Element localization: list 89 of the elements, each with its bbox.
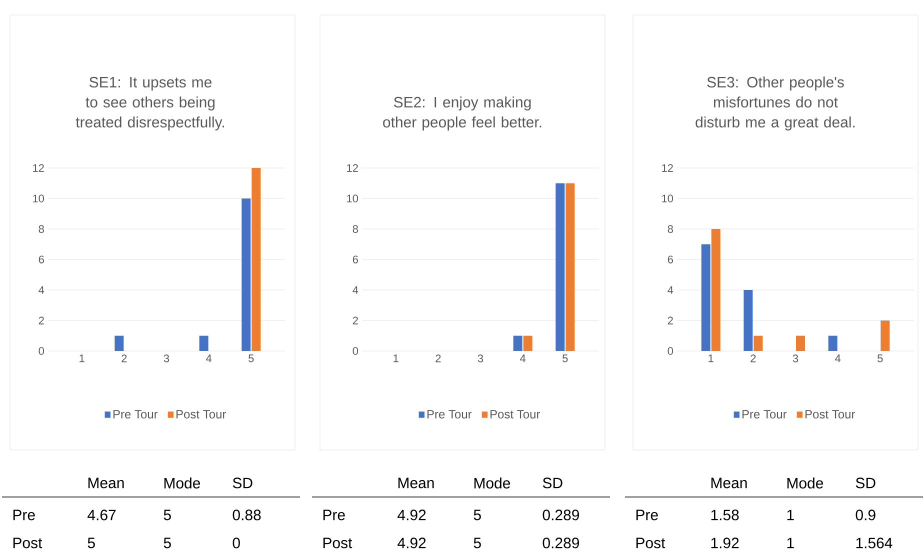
text: Post xyxy=(636,538,666,548)
x-tick-label: 3 xyxy=(792,354,798,362)
text: 5 xyxy=(474,538,481,548)
chart-title: SE1: It upsets me to see others being treated disrespectfully. xyxy=(76,76,224,130)
text: 0.289 xyxy=(542,510,580,520)
text: 4.67 xyxy=(88,510,116,520)
bar xyxy=(701,244,710,351)
y-tick-label: 10 xyxy=(347,194,358,202)
y-tick-label: 12 xyxy=(33,164,44,172)
legend-label: Post Tour xyxy=(806,410,856,418)
text: SD xyxy=(232,478,252,488)
chart-title: SE2: I enjoy making other people feel better. xyxy=(383,96,542,130)
y-tick-label: 6 xyxy=(352,256,358,264)
legend-label: Post Tour xyxy=(490,410,540,418)
x-tick-label: 5 xyxy=(878,354,883,362)
x-tick-label: 5 xyxy=(248,354,254,362)
legend-label: Pre Tour xyxy=(742,410,787,418)
y-tick-label: 12 xyxy=(347,164,358,172)
text: 0.9 xyxy=(856,510,876,520)
legend-label: Pre Tour xyxy=(113,410,158,418)
chart-title: SE3: Other people's misfortunes do not disturb me a great deal. xyxy=(696,76,855,130)
text: 0.88 xyxy=(232,510,261,520)
x-tick-label: 1 xyxy=(708,354,714,362)
y-tick-label: 12 xyxy=(662,164,673,172)
x-tick-label: 2 xyxy=(436,354,441,362)
text: Pre xyxy=(636,510,658,520)
y-tick-label: 8 xyxy=(38,225,44,233)
text: Mode xyxy=(787,477,824,488)
x-tick-label: 3 xyxy=(478,354,484,362)
y-tick-label: 8 xyxy=(668,225,673,233)
legend-label: Post Tour xyxy=(176,410,226,418)
text: 5 xyxy=(88,538,95,548)
bar xyxy=(744,290,753,351)
text: 5 xyxy=(474,510,481,520)
legend-label: Pre Tour xyxy=(427,410,472,418)
text: SD xyxy=(856,478,876,488)
y-tick-label: 4 xyxy=(38,286,44,294)
text: 1 xyxy=(787,510,794,520)
text: SD xyxy=(542,478,562,488)
y-tick-label: 2 xyxy=(668,316,673,324)
bar xyxy=(199,336,208,351)
y-tick-label: 8 xyxy=(352,225,358,233)
x-tick-label: 1 xyxy=(80,354,84,362)
text: 4.92 xyxy=(398,510,426,520)
text: 1 xyxy=(787,538,794,548)
text: 1.92 xyxy=(711,538,739,548)
text: Mode xyxy=(474,477,510,488)
y-tick-label: 10 xyxy=(33,194,44,202)
bar xyxy=(252,168,261,351)
text: 5 xyxy=(164,538,171,548)
text: 0 xyxy=(232,538,240,548)
bar xyxy=(880,320,890,351)
y-tick-label: 10 xyxy=(662,194,674,202)
text: Mean xyxy=(711,478,747,488)
x-tick-label: 2 xyxy=(122,354,127,362)
text: 4.92 xyxy=(398,538,426,548)
text: 5 xyxy=(164,510,171,520)
bar xyxy=(754,336,763,351)
x-tick-label: 4 xyxy=(206,354,212,362)
y-tick-label: 2 xyxy=(38,316,44,324)
text: Mean xyxy=(88,478,124,488)
bar xyxy=(796,336,806,351)
y-tick-label: 0 xyxy=(38,347,44,355)
y-tick-label: 0 xyxy=(668,347,674,355)
bar xyxy=(114,336,124,351)
text: Pre xyxy=(323,510,345,520)
x-tick-label: 5 xyxy=(562,354,568,362)
y-tick-label: 4 xyxy=(668,286,674,294)
y-tick-label: 4 xyxy=(352,286,358,294)
text: Mode xyxy=(164,477,200,488)
bar xyxy=(711,229,720,351)
x-tick-label: 4 xyxy=(520,354,526,362)
y-tick-label: 6 xyxy=(668,256,673,264)
x-tick-label: 2 xyxy=(750,354,756,362)
text: Mean xyxy=(398,478,434,488)
text: Post xyxy=(13,538,42,548)
text: 0.289 xyxy=(542,538,580,548)
text: 1.58 xyxy=(711,510,739,520)
x-tick-label: 1 xyxy=(394,354,398,362)
bar xyxy=(242,198,251,351)
x-tick-label: 4 xyxy=(835,354,841,362)
text: Post xyxy=(323,538,352,548)
text: Pre xyxy=(13,510,35,520)
text: 1.564 xyxy=(856,538,892,548)
y-tick-label: 6 xyxy=(38,256,44,264)
y-tick-label: 0 xyxy=(352,347,358,355)
x-tick-label: 3 xyxy=(164,354,170,362)
y-tick-label: 2 xyxy=(352,316,358,324)
bar xyxy=(828,336,838,351)
